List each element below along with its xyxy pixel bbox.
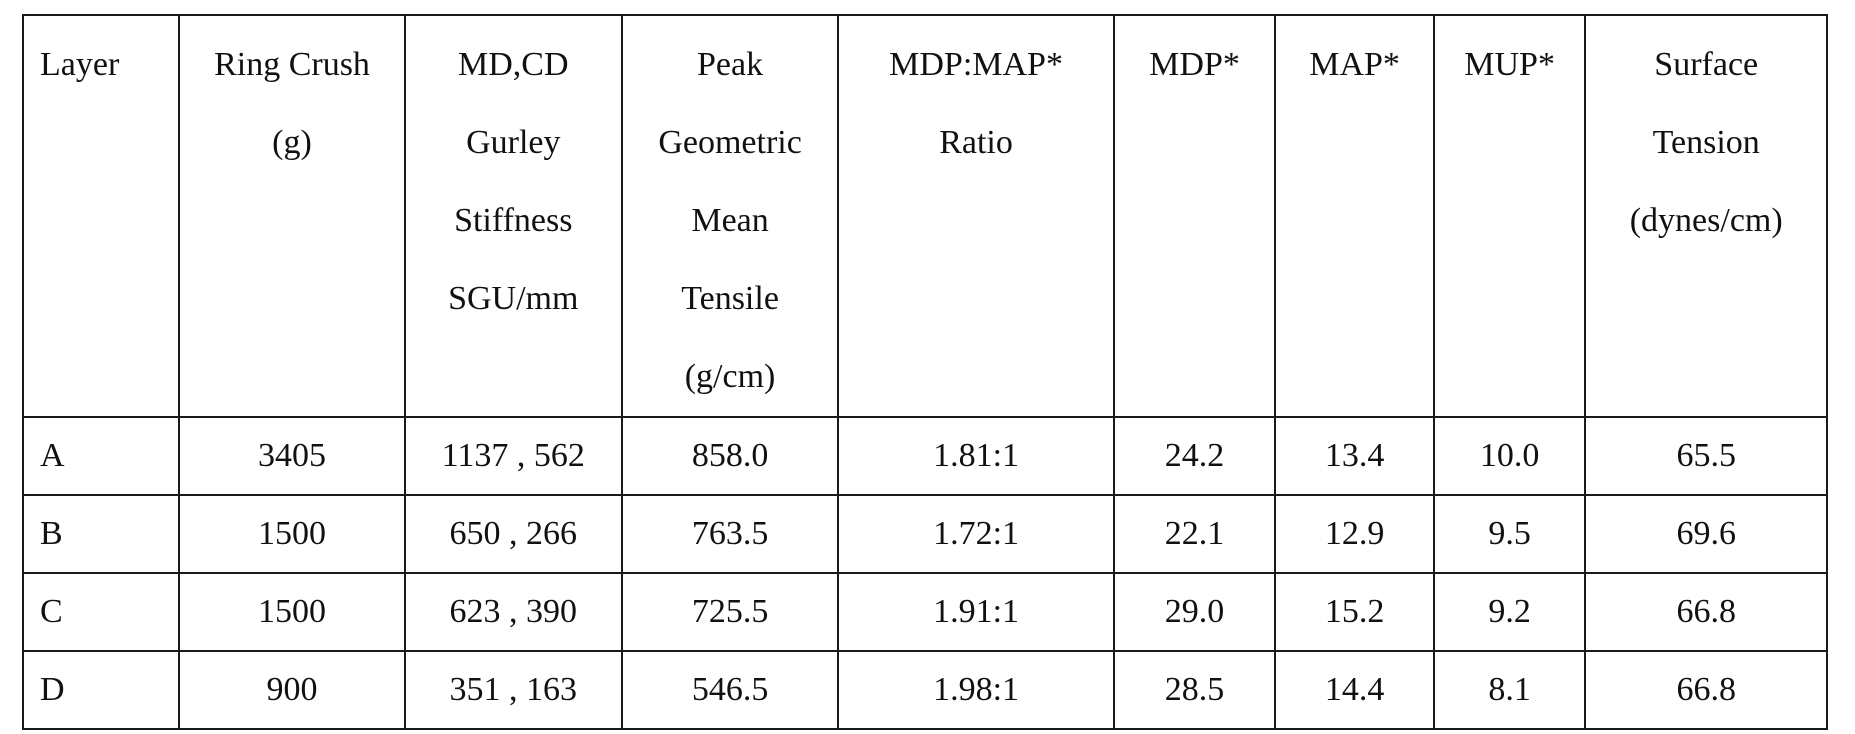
cell-layer: A [21,416,181,496]
cell-surface-tension: 66.8 [1584,650,1828,730]
cell-mdp: 24.2 [1112,416,1277,496]
table-row: B 1500 650 , 266 763.5 1.72:1 22.1 12.9 … [21,494,1828,574]
cell-mdp-map-ratio: 1.72:1 [837,494,1115,574]
cell-peak-gmt: 546.5 [620,650,840,730]
cell-mdp-map-ratio: 1.81:1 [837,416,1115,496]
header-gurley-stiffness: MD,CD Gurley Stiffness SGU/mm [403,14,623,418]
cell-gurley-stiffness: 351 , 163 [403,650,623,730]
cell-surface-tension: 69.6 [1584,494,1828,574]
header-row: Layer Ring Crush (g) MD,CD Gurley Stiffn… [21,14,1828,418]
cell-surface-tension: 65.5 [1584,416,1828,496]
cell-mdp: 22.1 [1112,494,1277,574]
cell-peak-gmt: 763.5 [620,494,840,574]
cell-ring-crush: 1500 [178,494,406,574]
cell-ring-crush: 1500 [178,572,406,652]
header-map: MAP* [1274,14,1435,418]
cell-ring-crush: 900 [178,650,406,730]
cell-map: 15.2 [1274,572,1435,652]
cell-layer: B [21,494,181,574]
header-layer: Layer [21,14,181,418]
cell-peak-gmt: 858.0 [620,416,840,496]
cell-surface-tension: 66.8 [1584,572,1828,652]
table-row: D 900 351 , 163 546.5 1.98:1 28.5 14.4 8… [21,650,1828,730]
layer-properties-table: Layer Ring Crush (g) MD,CD Gurley Stiffn… [21,14,1828,730]
cell-layer: D [21,650,181,730]
cell-mdp: 29.0 [1112,572,1277,652]
header-mdp-map-ratio: MDP:MAP* Ratio [837,14,1115,418]
header-mup: MUP* [1432,14,1587,418]
header-ring-crush: Ring Crush (g) [178,14,406,418]
header-peak-geometric-mean-tensile: Peak Geometric Mean Tensile (g/cm) [620,14,840,418]
table-row: C 1500 623 , 390 725.5 1.91:1 29.0 15.2 … [21,572,1828,652]
cell-mdp-map-ratio: 1.91:1 [837,572,1115,652]
table-row: A 3405 1137 , 562 858.0 1.81:1 24.2 13.4… [21,416,1828,496]
cell-map: 13.4 [1274,416,1435,496]
cell-ring-crush: 3405 [178,416,406,496]
cell-mup: 8.1 [1432,650,1587,730]
cell-peak-gmt: 725.5 [620,572,840,652]
cell-mup: 9.5 [1432,494,1587,574]
cell-layer: C [21,572,181,652]
cell-mup: 10.0 [1432,416,1587,496]
cell-gurley-stiffness: 1137 , 562 [403,416,623,496]
cell-map: 14.4 [1274,650,1435,730]
cell-mup: 9.2 [1432,572,1587,652]
header-surface-tension: Surface Tension (dynes/cm) [1584,14,1828,418]
cell-map: 12.9 [1274,494,1435,574]
cell-mdp: 28.5 [1112,650,1277,730]
cell-gurley-stiffness: 650 , 266 [403,494,623,574]
cell-gurley-stiffness: 623 , 390 [403,572,623,652]
header-mdp: MDP* [1112,14,1277,418]
cell-mdp-map-ratio: 1.98:1 [837,650,1115,730]
